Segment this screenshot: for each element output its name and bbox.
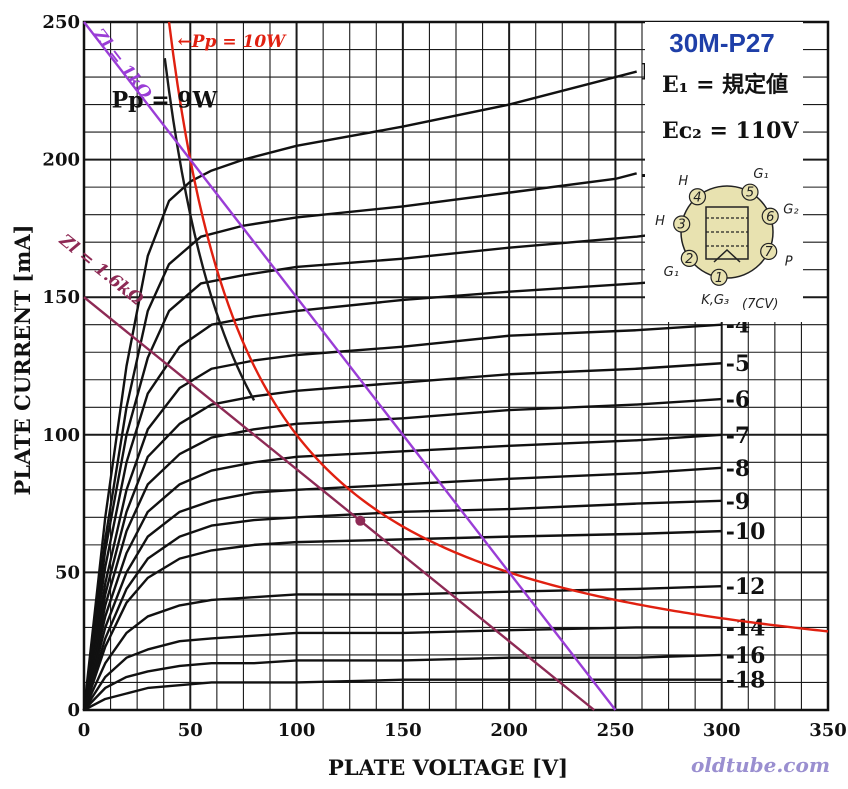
tick-labels: 0 50 100 150 200 250 300 350 0 50 100 150 200 250 (42, 12, 846, 741)
curve-label: -7 (726, 423, 750, 449)
pin-name: H (655, 214, 665, 229)
curve-label: -8 (726, 456, 750, 482)
plate-curve (82, 626, 722, 711)
overlay-line (83, 21, 617, 711)
plate-curve (82, 529, 722, 711)
y-tick-label: 200 (42, 150, 80, 171)
x-tick-label: 150 (384, 720, 422, 741)
y-tick-label: 150 (42, 287, 80, 308)
plate-curve (82, 433, 722, 711)
watermark: oldtube.com (691, 753, 830, 777)
x-tick-label: 50 (178, 720, 203, 741)
overlay-hyperbola (167, 21, 829, 633)
curve-label: -5 (726, 351, 750, 377)
x-tick-label: 300 (703, 720, 741, 741)
pin-name: G₁ (753, 167, 768, 182)
pin-circle (673, 215, 691, 233)
pp10-label: ←Pp = 10W (178, 32, 288, 52)
pin-number: 1 (715, 271, 723, 286)
pin-circle (688, 188, 707, 206)
pin-number: 5 (746, 186, 754, 201)
pin-name: K,G₃ (701, 293, 729, 308)
y-tick-label: 0 (67, 700, 80, 721)
plate-curve (83, 678, 722, 712)
y-tick-label: 250 (42, 12, 80, 33)
curve-label: -6 (726, 387, 750, 413)
plot-frame (82, 20, 830, 712)
y-tick-label: 100 (42, 425, 80, 446)
plate-curve (82, 229, 680, 711)
curve-label: -18 (726, 668, 766, 694)
info-box: 30M-P27 E₁ = 規定値 Eᴄ₂ = 110V 1K,G₃2G₁3H4H… (645, 22, 803, 322)
plate-curve (82, 323, 722, 711)
x-tick-label: 0 (78, 720, 91, 741)
plate-curve (82, 397, 722, 711)
pin-name: G₂ (783, 203, 798, 218)
condition-ec2: Eᴄ₂ = 110V (662, 118, 799, 144)
y-axis-label: PLATE CURRENT [mA] (10, 224, 35, 495)
plate-curve (82, 362, 722, 711)
pin-name: G₁ (664, 265, 679, 280)
overlay-line (83, 296, 595, 711)
pin-number: 7 (765, 245, 774, 260)
plate-curve (82, 70, 637, 711)
curve-label: -12 (726, 574, 766, 600)
pin-circle (760, 242, 778, 261)
overlay-hyperbola (163, 58, 256, 401)
pin-circle (741, 183, 759, 201)
plate-curve (82, 584, 722, 711)
y-tick-label: 50 (55, 562, 80, 583)
x-tick-label: 200 (490, 720, 528, 741)
base-label: (7CV) (742, 297, 778, 312)
plate-curve (82, 276, 701, 711)
pin-name: P (785, 255, 793, 270)
curve-label: -10 (726, 519, 766, 545)
pin-number: 3 (678, 218, 686, 233)
chart-title: 30M-P27 (669, 28, 775, 58)
plate-curve (82, 466, 722, 711)
pin-number: 2 (685, 252, 693, 267)
pin-circle (680, 249, 698, 267)
x-tick-label: 100 (278, 720, 316, 741)
x-tick-label: 350 (809, 720, 847, 741)
x-axis-label: PLATE VOLTAGE [V] (328, 755, 568, 780)
pin-number: 6 (766, 210, 774, 225)
pin-name: H (678, 174, 688, 189)
plate-curve (82, 499, 722, 711)
curve-label: -16 (726, 643, 766, 669)
pin-circle (761, 207, 779, 225)
condition-e1: E₁ = 規定値 (662, 72, 788, 98)
plate-curve (82, 172, 637, 711)
pin-number: 4 (693, 190, 701, 205)
tube-electrode-icon (705, 206, 749, 263)
curve-label: -9 (726, 489, 750, 515)
x-tick-label: 250 (597, 720, 635, 741)
pin-circle (710, 268, 728, 286)
operating-point (355, 515, 366, 526)
pp9-label: Pp = 9W (112, 87, 218, 113)
